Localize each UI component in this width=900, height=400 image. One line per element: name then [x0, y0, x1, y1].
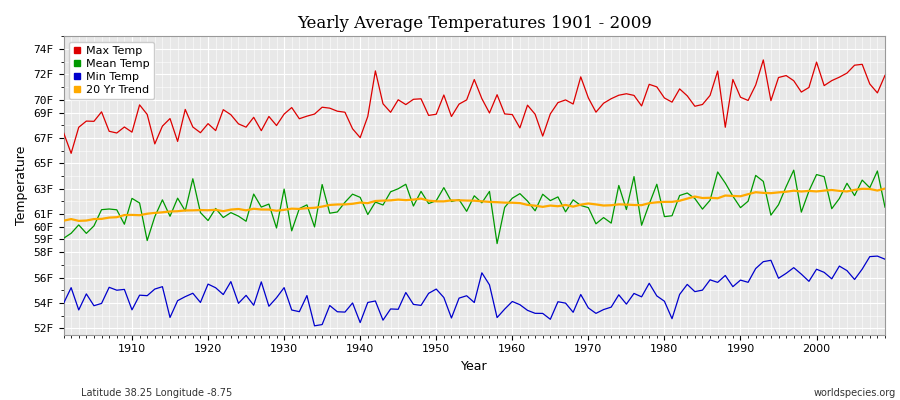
Text: Latitude 38.25 Longitude -8.75: Latitude 38.25 Longitude -8.75 — [81, 388, 232, 398]
Title: Yearly Average Temperatures 1901 - 2009: Yearly Average Temperatures 1901 - 2009 — [297, 15, 652, 32]
X-axis label: Year: Year — [461, 360, 488, 373]
Text: worldspecies.org: worldspecies.org — [814, 388, 896, 398]
Legend: Max Temp, Mean Temp, Min Temp, 20 Yr Trend: Max Temp, Mean Temp, Min Temp, 20 Yr Tre… — [69, 42, 154, 99]
Y-axis label: Temperature: Temperature — [15, 146, 28, 225]
